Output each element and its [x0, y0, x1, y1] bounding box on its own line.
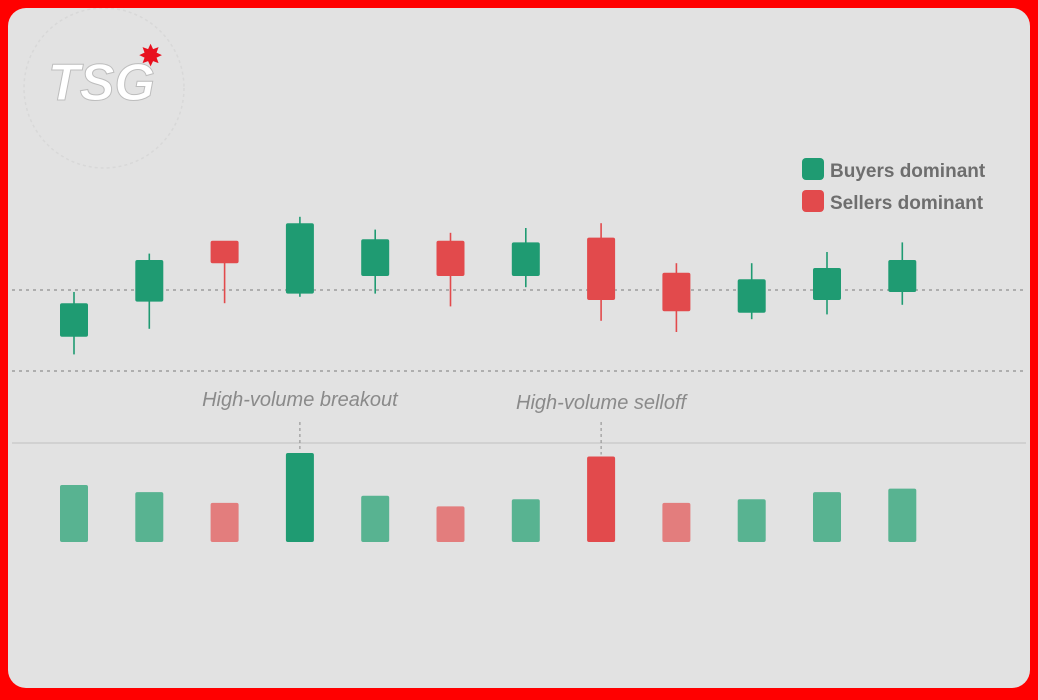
volume-bar: [813, 492, 841, 542]
volume-bar: [436, 506, 465, 542]
candles: [60, 216, 917, 355]
legend-label-buyers: Buyers dominant: [830, 161, 986, 182]
legend-swatch-buyers: [802, 158, 824, 180]
volume-bar: [737, 499, 766, 542]
candlestick-chart: TSG ✸ Buyers dominant Sellers dominant H…: [12, 8, 1026, 542]
candle-body: [587, 237, 616, 300]
candle-body: [285, 223, 314, 294]
volume-bar: [888, 488, 917, 542]
annotation-label: High-volume breakout: [202, 389, 399, 411]
legend-swatch-sellers: [802, 190, 824, 212]
candle-body: [135, 260, 164, 302]
candle-body: [361, 239, 390, 276]
legend-label-sellers: Sellers dominant: [830, 193, 984, 214]
chart-frame: TSG ✸ Buyers dominant Sellers dominant H…: [8, 8, 1030, 688]
candle-body: [511, 242, 540, 276]
logo-text: TSG: [48, 54, 155, 112]
logo-star-icon: ✸: [138, 39, 163, 74]
annotation-label: High-volume selloff: [516, 392, 689, 414]
candle-body: [813, 268, 841, 300]
candle-body: [888, 260, 917, 292]
volume-bar: [361, 495, 390, 542]
volume-bar: [511, 499, 540, 542]
annotations: High-volume breakout High-volume selloff: [202, 389, 689, 455]
volume-bars: [60, 453, 917, 542]
volume-bar: [60, 485, 88, 542]
candle-body: [436, 240, 465, 276]
volume-bar: [587, 456, 616, 542]
volume-bar: [135, 492, 164, 542]
volume-bar: [210, 502, 239, 542]
volume-bar: [662, 502, 691, 542]
legend: Buyers dominant Sellers dominant: [802, 158, 986, 214]
candle-body: [60, 303, 88, 337]
logo: TSG ✸: [23, 8, 185, 169]
candle-body: [662, 272, 691, 312]
volume-bar: [285, 453, 314, 542]
candle-body: [737, 279, 766, 313]
candle-body: [210, 240, 239, 264]
